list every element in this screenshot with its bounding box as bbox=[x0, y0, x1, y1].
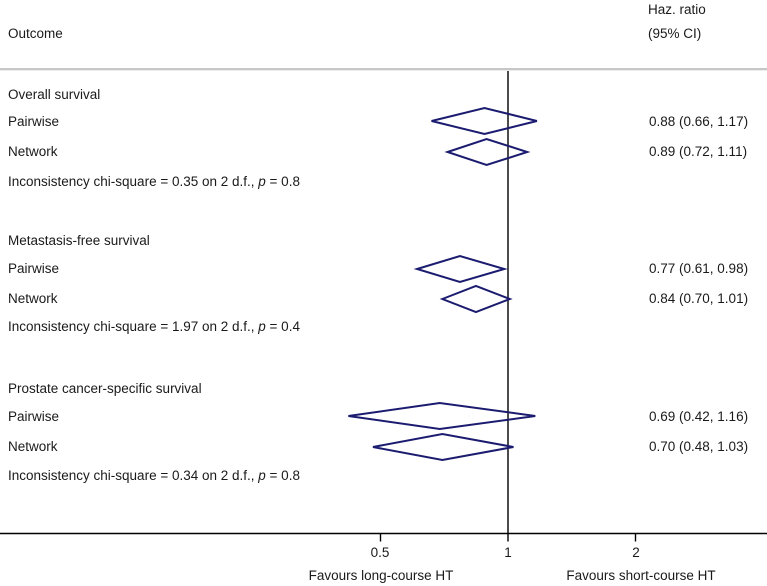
diamond-overall-survival-network bbox=[444, 137, 531, 167]
x-tick-label-1: 1 bbox=[504, 545, 512, 560]
inconsistency-note: Inconsistency chi-square = 1.97 on 2 d.f… bbox=[8, 319, 300, 335]
inconsistency-text: Inconsistency chi-square = 0.34 on 2 d.f… bbox=[8, 468, 259, 483]
hr-value: 0.88 (0.66, 1.17) bbox=[649, 114, 749, 129]
header-separator-line bbox=[0, 68, 767, 70]
diamond-metastasis-free-survival-pairwise bbox=[413, 254, 508, 284]
analysis-label-pairwise: Pairwise bbox=[8, 409, 60, 424]
column-header-hazard-ratio: Haz. ratio bbox=[648, 2, 706, 17]
hr-value: 0.70 (0.48, 1.03) bbox=[649, 439, 749, 454]
favours-right-label: Favours short-course HT bbox=[566, 568, 716, 583]
column-header-outcome: Outcome bbox=[8, 26, 63, 41]
analysis-label-pairwise: Pairwise bbox=[8, 114, 60, 129]
diamond-overall-survival-pairwise bbox=[431, 106, 538, 136]
inconsistency-text: Inconsistency chi-square = 0.35 on 2 d.f… bbox=[8, 174, 259, 189]
diamond-metastasis-free-survival-network bbox=[439, 284, 513, 314]
p-symbol: p bbox=[258, 468, 266, 483]
x-tick-label-2: 2 bbox=[632, 545, 640, 560]
hr-value: 0.84 (0.70, 1.01) bbox=[649, 291, 749, 306]
p-value-text: = 0.8 bbox=[265, 468, 300, 483]
p-value-text: = 0.4 bbox=[265, 319, 300, 334]
p-symbol: p bbox=[258, 174, 266, 189]
analysis-label-network: Network bbox=[8, 439, 58, 454]
diamond-prostate-cancer-specific-survival-pairwise bbox=[348, 401, 536, 431]
header-separator-shadow bbox=[0, 70, 767, 71]
group-title-overall-survival: Overall survival bbox=[8, 87, 101, 102]
group-title-metastasis-free-survival: Metastasis-free survival bbox=[8, 233, 150, 248]
analysis-label-pairwise: Pairwise bbox=[8, 261, 60, 276]
analysis-label-network: Network bbox=[8, 291, 58, 306]
hr-value: 0.89 (0.72, 1.11) bbox=[649, 144, 748, 159]
p-value-text: = 0.8 bbox=[265, 174, 300, 189]
favours-left-label: Favours long-course HT bbox=[308, 568, 454, 583]
inconsistency-note: Inconsistency chi-square = 0.34 on 2 d.f… bbox=[8, 468, 300, 484]
group-title-prostate-cancer-specific-survival: Prostate cancer-specific survival bbox=[8, 381, 202, 396]
hr-value: 0.77 (0.61, 0.98) bbox=[649, 261, 749, 276]
hr-value: 0.69 (0.42, 1.16) bbox=[649, 409, 749, 424]
x-tick-label-0-5: 0.5 bbox=[370, 545, 390, 560]
inconsistency-text: Inconsistency chi-square = 1.97 on 2 d.f… bbox=[8, 319, 259, 334]
analysis-label-network: Network bbox=[8, 144, 58, 159]
column-header-ci: (95% CI) bbox=[648, 26, 702, 41]
diamond-prostate-cancer-specific-survival-network bbox=[372, 432, 514, 462]
p-symbol: p bbox=[258, 319, 266, 334]
inconsistency-note: Inconsistency chi-square = 0.35 on 2 d.f… bbox=[8, 174, 300, 190]
